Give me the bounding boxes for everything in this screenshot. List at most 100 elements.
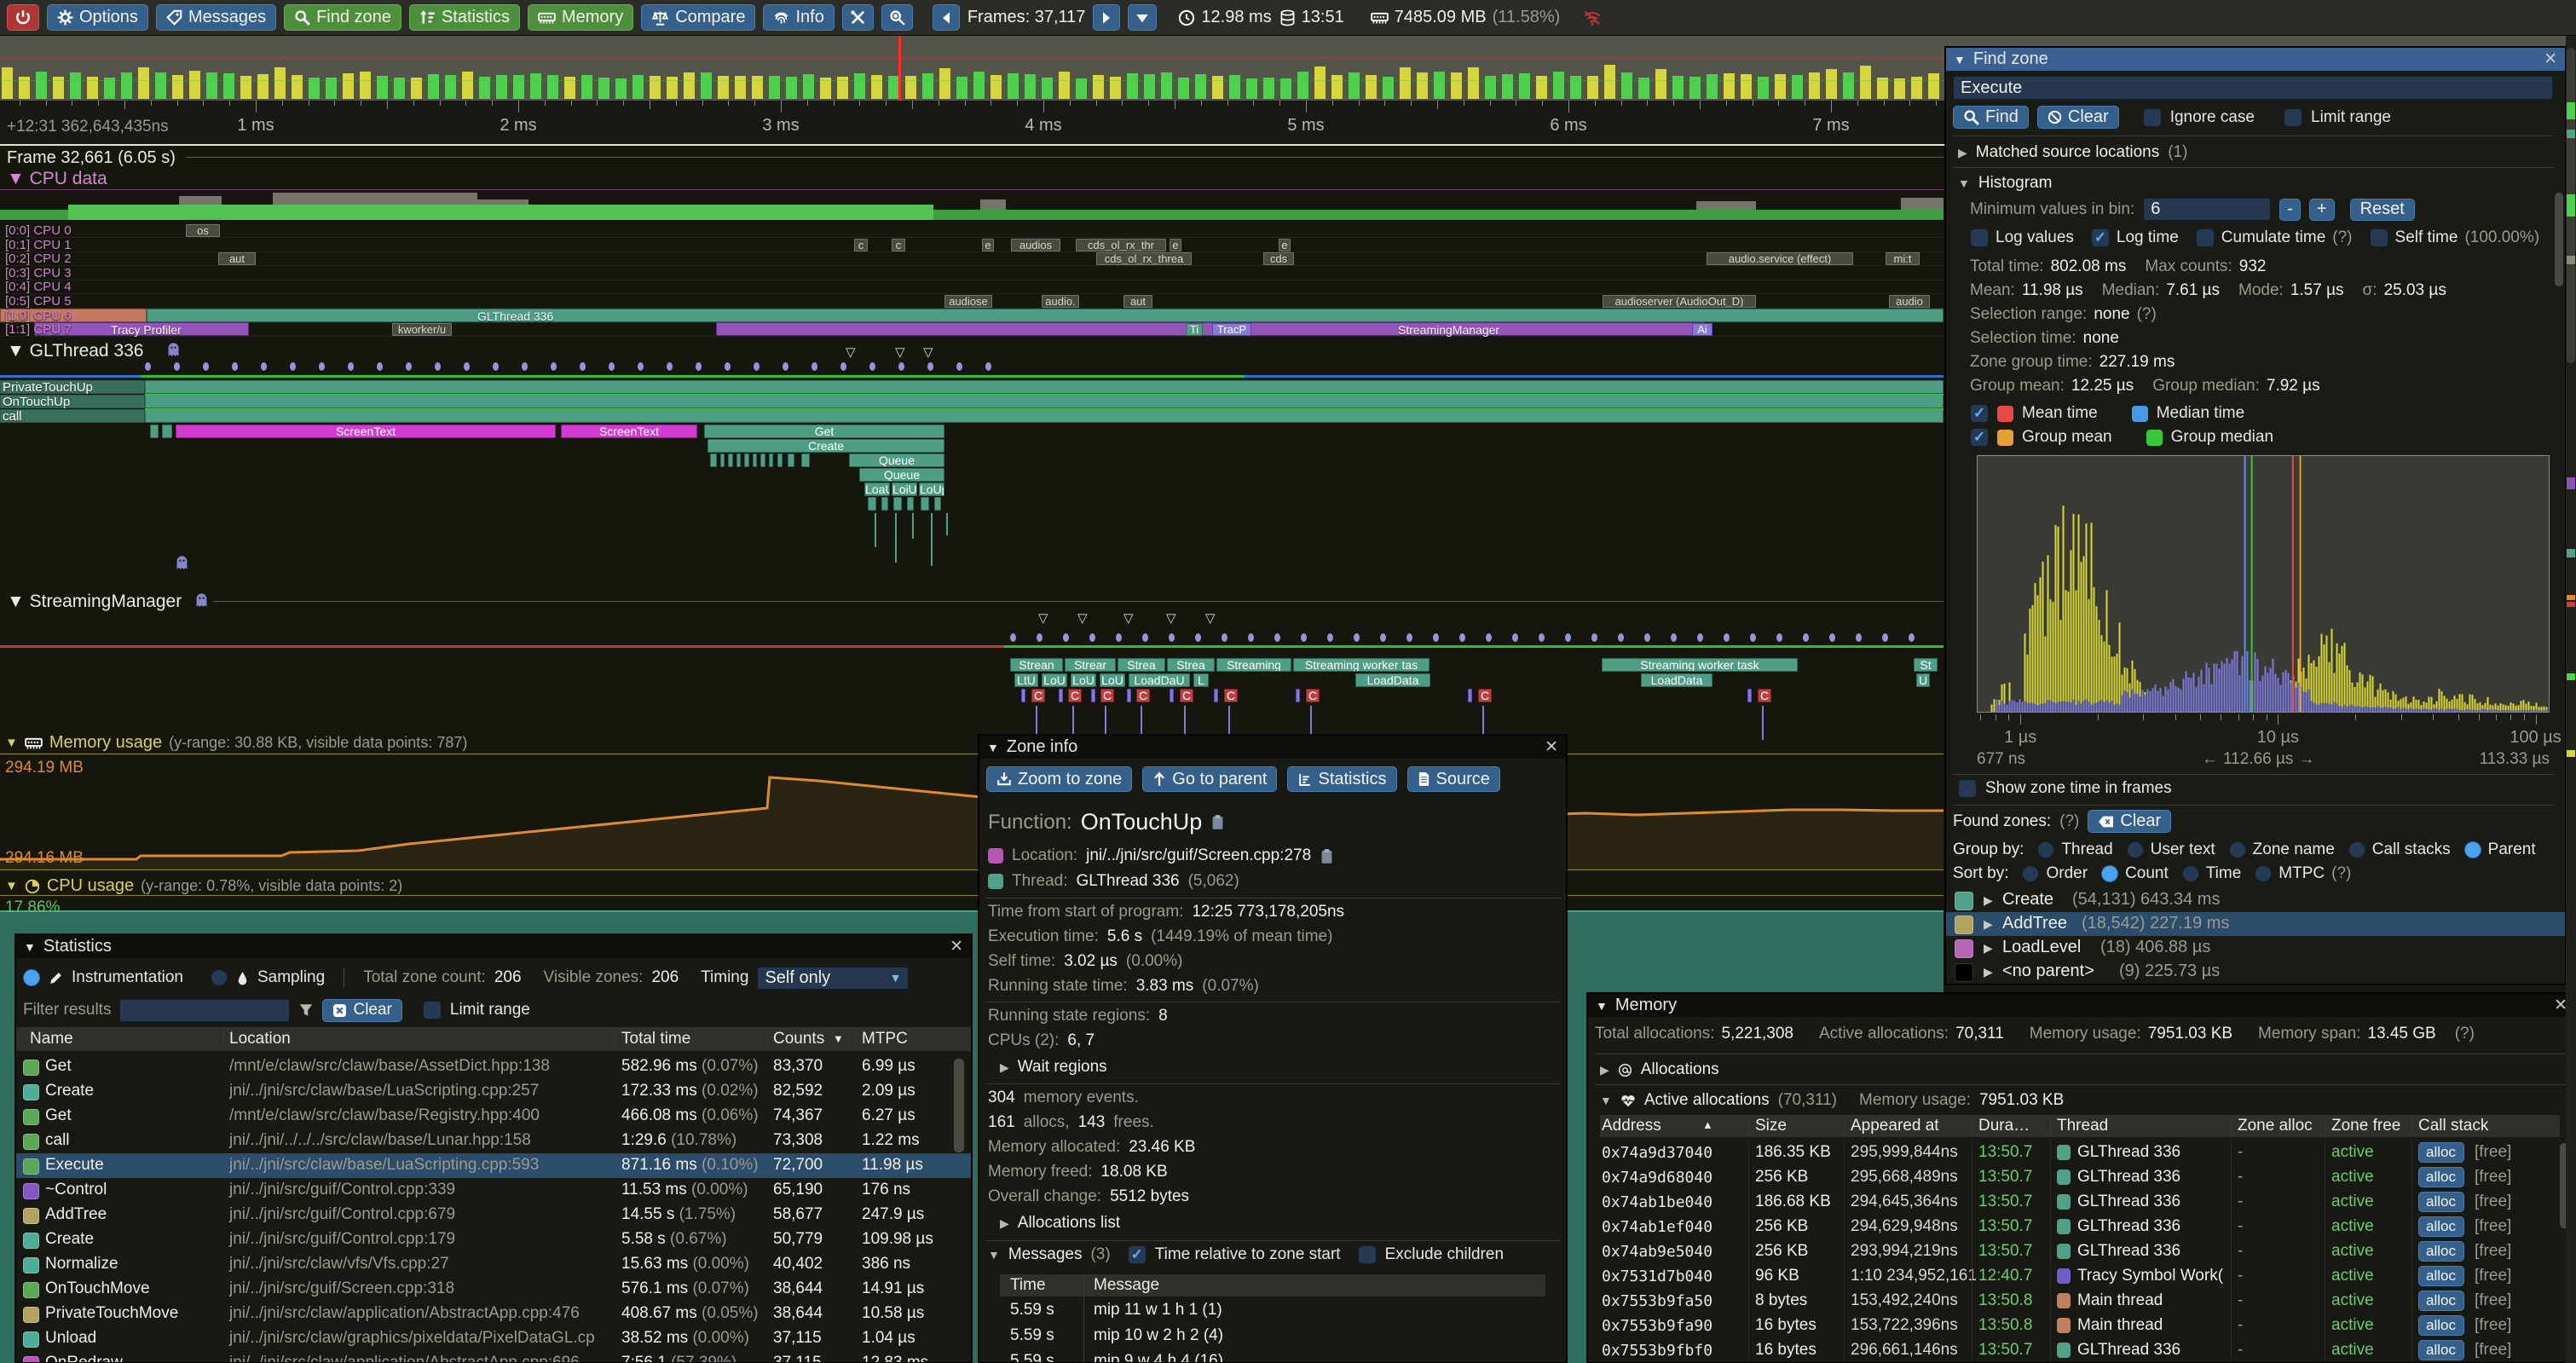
frame-bar[interactable] — [1553, 72, 1564, 99]
frame-bar[interactable] — [274, 67, 286, 99]
thread-zone[interactable]: Streaming — [1216, 658, 1291, 672]
column-header-dura-[interactable]: Dura… — [1978, 1117, 2030, 1135]
table-row[interactable]: Get/mnt/e/claw/src/claw/base/Registry.hp… — [16, 1104, 971, 1129]
frame-bar[interactable] — [939, 68, 950, 99]
thread-header-glthread[interactable]: ▼ GLThread 336 — [7, 341, 144, 361]
frame-bar[interactable] — [1110, 77, 1121, 99]
source-button[interactable]: Source — [1406, 766, 1500, 792]
frame-bar[interactable] — [257, 74, 269, 99]
power-button[interactable] — [7, 4, 39, 31]
zone-event-marker[interactable]: ▽ — [1166, 611, 1176, 626]
message-dot[interactable] — [580, 362, 586, 371]
message-dot[interactable] — [1459, 633, 1465, 642]
message-dot[interactable] — [435, 362, 441, 371]
thread-zone[interactable]: Strea — [1167, 658, 1215, 672]
frame-bar[interactable] — [309, 78, 320, 99]
message-dot[interactable] — [1697, 633, 1703, 642]
column-header-counts[interactable]: Counts — [773, 1030, 825, 1048]
frame-bar[interactable] — [820, 78, 831, 99]
cpu-timeline-chip[interactable]: e — [1279, 239, 1291, 251]
frame-bar[interactable] — [377, 76, 388, 99]
thread-zone[interactable] — [145, 380, 1944, 394]
message-dot[interactable] — [1142, 633, 1148, 642]
frame-bar[interactable] — [462, 72, 473, 99]
thread-zone[interactable] — [801, 453, 810, 467]
group-by-zone-name-radio[interactable] — [2228, 841, 2246, 858]
thread-header-streamingmanager[interactable]: ▼ StreamingManager — [7, 592, 182, 611]
group-by-user-text-radio[interactable] — [2126, 841, 2144, 858]
next-frame-button[interactable] — [1093, 4, 1121, 31]
frame-bar[interactable] — [1212, 76, 1223, 99]
frame-bar[interactable] — [905, 76, 916, 99]
cpu-timeline-chip[interactable]: c — [892, 239, 905, 251]
thread-name[interactable]: GLThread 336 — [1076, 872, 1180, 890]
cpu-timeline-zone[interactable] — [147, 309, 1944, 322]
thread-zone[interactable] — [744, 453, 749, 467]
message-dot[interactable] — [1222, 633, 1227, 642]
alloc-callstack-button[interactable]: alloc — [2418, 1167, 2464, 1187]
message-dot[interactable] — [1776, 633, 1782, 642]
zone-event-marker[interactable]: ▽ — [846, 345, 856, 360]
sampling-radio[interactable] — [210, 969, 228, 986]
expand-icon[interactable]: ▶ — [1984, 965, 1993, 979]
message-dot[interactable] — [145, 362, 151, 371]
frame-bar[interactable] — [718, 76, 729, 99]
message-dot[interactable] — [811, 362, 817, 371]
cpu-timeline-chip[interactable]: audio — [1889, 295, 1930, 308]
thread-zone[interactable]: Strean — [1010, 658, 1063, 672]
help-marker[interactable]: (?) — [2454, 1025, 2475, 1042]
frame-bar[interactable] — [854, 73, 865, 99]
allocation-row[interactable]: 0x7553b9fa90 16 bytes 153,722,396ns 13:50.8… — [1600, 1314, 2560, 1338]
cpu-timeline-chip[interactable]: aut — [1123, 295, 1152, 308]
frame-bar[interactable] — [36, 72, 47, 99]
frame-bar[interactable] — [752, 76, 763, 99]
frame-bar[interactable] — [803, 74, 814, 99]
frame-bar[interactable] — [1587, 76, 1598, 99]
thread-zone[interactable] — [881, 497, 888, 511]
zone-info-titlebar[interactable]: ▼ Zone info ✕ — [979, 736, 1566, 759]
column-header-appeared-at[interactable]: Appeared at — [1851, 1117, 1939, 1135]
frame-bar[interactable] — [1638, 78, 1649, 99]
alloc-callstack-button[interactable]: alloc — [2418, 1142, 2464, 1163]
thread-zone[interactable]: C — [1306, 689, 1320, 702]
frame-bar[interactable] — [87, 77, 98, 99]
alloc-callstack-button[interactable]: alloc — [2418, 1216, 2464, 1237]
thread-zone[interactable] — [728, 453, 733, 467]
thread-zone[interactable]: C — [1031, 689, 1045, 702]
message-dot[interactable] — [1486, 633, 1492, 642]
frame-bar[interactable] — [513, 75, 524, 99]
thread-zone[interactable]: LoUp — [919, 482, 944, 496]
thread-zone[interactable]: LoadData — [1355, 673, 1430, 687]
cpu-timeline-chip[interactable]: cds_ol_rx_thr — [1076, 239, 1166, 251]
thread-zone[interactable]: Strea — [1118, 658, 1165, 672]
allocation-row[interactable]: 0x74a9d37040 186.35 KB 295,999,844ns 13:50.… — [1600, 1141, 2560, 1165]
find-zone-titlebar[interactable]: ▼ Find zone ✕ — [1946, 48, 2565, 71]
frame-bar[interactable] — [769, 76, 780, 99]
zone-event-marker[interactable]: ▽ — [1038, 611, 1048, 626]
find-clear-button[interactable]: Clear — [2036, 106, 2119, 129]
message-row[interactable]: 5.59 s mip 9 w 4 h 4 (16) — [1000, 1349, 1545, 1362]
message-dot[interactable] — [1089, 633, 1095, 642]
thread-zone[interactable]: LoadDaU — [1129, 673, 1190, 687]
frame-dropdown-button[interactable] — [1128, 4, 1158, 31]
thread-zone[interactable] — [720, 453, 725, 467]
collapse-icon[interactable]: ▼ — [1954, 52, 1966, 66]
frame-bar[interactable] — [1485, 76, 1496, 99]
frame-bar[interactable] — [1178, 78, 1189, 99]
frame-bar[interactable] — [479, 77, 490, 99]
allocations-toggle[interactable]: ▶ Allocations — [1600, 1060, 1719, 1079]
frame-bar[interactable] — [1911, 77, 1922, 99]
active-allocations-header[interactable]: ▼ Active allocations (70,311) Memory usage:… — [1600, 1091, 2064, 1110]
instrumentation-radio[interactable] — [23, 969, 40, 986]
frame-bar[interactable] — [598, 78, 609, 99]
column-header-call-stack[interactable]: Call stack — [2418, 1117, 2489, 1135]
frame-bar[interactable] — [667, 77, 678, 99]
frame-bar[interactable] — [1826, 69, 1837, 99]
frame-bar[interactable] — [581, 75, 592, 99]
thread-zone[interactable]: Streaming worker tas — [1293, 658, 1430, 672]
frame-bar[interactable] — [360, 72, 371, 99]
frame-bar[interactable] — [2, 67, 13, 99]
column-header-zone-free[interactable]: Zone free — [2331, 1117, 2401, 1135]
close-icon[interactable]: ✕ — [2544, 50, 2557, 68]
histogram-toggle[interactable]: ▼ Histogram — [1958, 174, 2052, 193]
